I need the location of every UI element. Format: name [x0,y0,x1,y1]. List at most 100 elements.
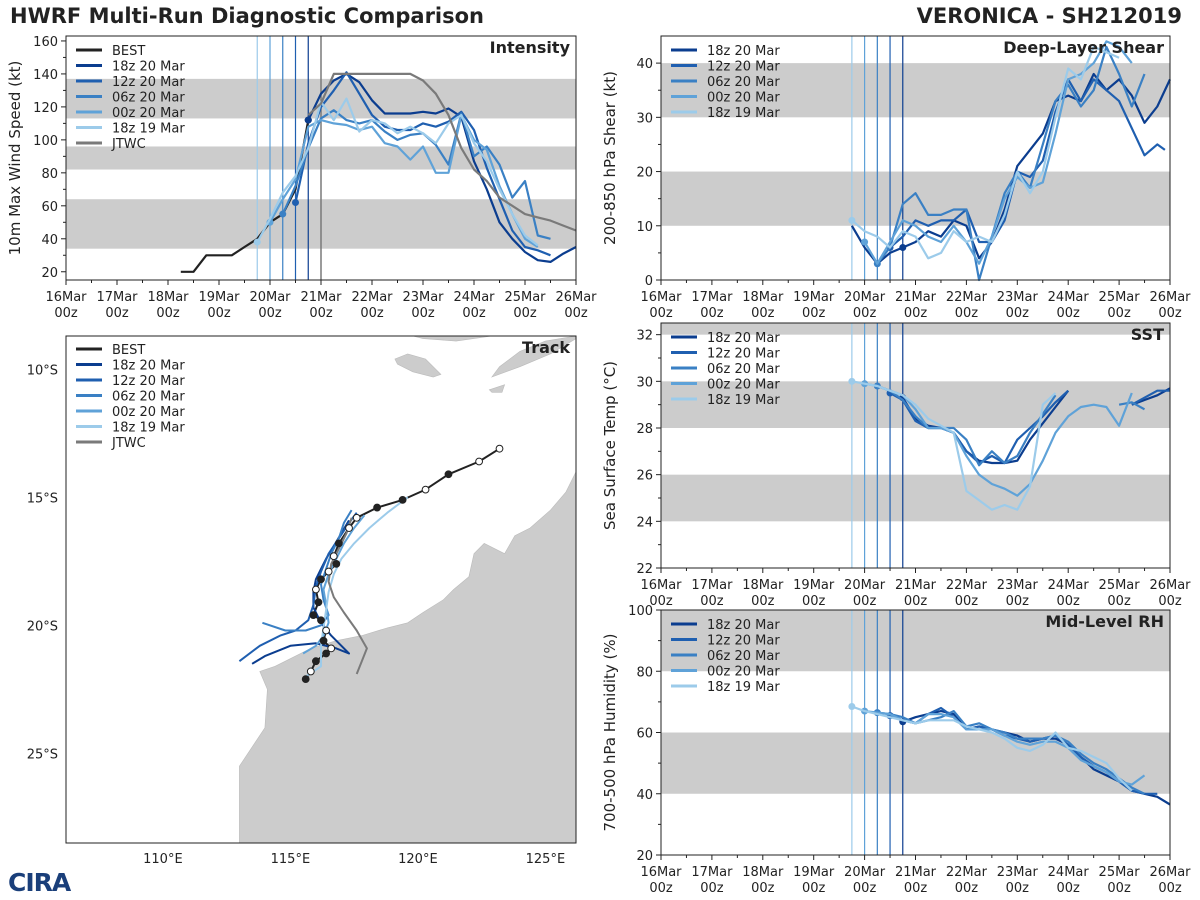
shear-panel [656,35,1171,285]
rh-xtick-label: 24Mar [1048,865,1090,880]
shear-init-marker [899,243,907,251]
intensity-xtick-label: 23Mar [402,290,444,305]
shear-title: Deep-Layer Shear [1003,38,1164,57]
rh-band-1 [661,610,1170,672]
best-track-point [312,585,320,594]
intensity-ytick-label: 80 [41,167,58,182]
sst-title: SST [1131,325,1164,344]
sst-xtick-label: 00z [649,594,673,609]
intensity-xtick-label: 26Mar [555,290,597,305]
best-track-point [352,513,361,522]
intensity-init-marker [304,116,312,124]
intensity-title: Intensity [490,38,571,57]
sst-ytick-label: 22 [636,562,653,577]
rh-xtick-label: 22Mar [946,865,988,880]
sst-xtick-label: 00z [751,594,775,609]
best-track-point [329,552,338,561]
shear-series-00z-20-mar [863,40,1133,265]
track-frame [65,335,577,844]
shear-init-marker [861,238,869,246]
intensity-legend-label: BEST [112,44,145,59]
sst-ytick-label: 24 [636,515,653,530]
intensity-legend-label: 12z 20 Mar [112,75,185,90]
sst-ylabel: Sea Surface Temp (°C) [601,361,619,530]
cira-logo: CIRA [8,868,71,897]
track-title: Track [522,338,570,357]
intensity-xtick-label: 18Mar [147,290,189,305]
rh-xtick-label: 26Mar [1149,865,1191,880]
rh-xtick-label: 00z [904,881,928,896]
best-track-point [306,667,315,676]
rh-xtick-label: 00z [1107,881,1131,896]
shear-series-12z-20-mar [889,78,1166,249]
sst-xtick-label: 25Mar [1099,578,1141,593]
rh-ytick-label: 40 [636,788,653,803]
track-ytick-label: 15°S [27,491,58,506]
rh-ytick-label: 20 [636,849,653,864]
intensity-legend-label: 18z 19 Mar [112,122,185,137]
intensity-xtick-label: 16Mar [45,290,87,305]
intensity-ytick-label: 160 [33,35,58,50]
sst-legend-label: 00z 20 Mar [707,378,780,393]
shear-ytick-label: 0 [645,274,653,289]
rh-legend-label: 00z 20 Mar [707,665,780,680]
intensity-xtick-label: 25Mar [504,290,546,305]
shear-xtick-label: 25Mar [1099,290,1141,305]
intensity-series-jtwc [307,72,577,232]
intensity-series-best [180,119,310,273]
best-track-point [421,485,430,494]
land-roti [488,384,506,393]
best-track-point [322,626,331,635]
rh-title: Mid-Level RH [1045,612,1164,631]
best-track-point [334,539,343,548]
sst-ytick-label: 32 [636,329,653,344]
rh-xtick-label: 00z [853,881,877,896]
track-xtick-label: 120°E [398,852,438,867]
sst-legend-label: 18z 19 Mar [707,393,780,408]
rh-series-18z-19-mar [851,705,1133,792]
rh-init-marker [848,702,856,710]
track-00z-20-mar [302,514,366,655]
sst-series-18z-19-mar [851,380,1057,511]
shear-xtick-label: 22Mar [946,290,988,305]
rh-panel [656,609,1171,860]
rh-xtick-label: 00z [802,881,826,896]
track-legend-label: 18z 19 Mar [112,421,185,436]
rh-xtick-label: 00z [1158,881,1182,896]
shear-xtick-label: 00z [1057,306,1081,321]
sst-xtick-label: 00z [1158,594,1182,609]
intensity-xtick-label: 19Mar [198,290,240,305]
shear-xtick-label: 00z [955,306,979,321]
track-ytick-label: 20°S [27,619,58,634]
shear-ytick-label: 40 [636,57,653,72]
best-track-point [312,657,320,666]
rh-xtick-label: 18Mar [742,865,784,880]
shear-xtick-label: 20Mar [844,290,886,305]
intensity-init-marker [279,210,287,218]
track-legend-label: 18z 20 Mar [112,359,185,374]
shear-xtick-label: 00z [649,306,673,321]
best-track-point [309,611,318,620]
intensity-xtick-label: 00z [105,306,129,321]
intensity-xtick-label: 22Mar [351,290,393,305]
shear-legend-label: 18z 19 Mar [707,106,780,121]
rh-legend-label: 12z 20 Mar [707,634,780,649]
rh-xtick-label: 00z [1057,881,1081,896]
sst-xtick-label: 23Mar [997,578,1039,593]
best-track-point [324,567,333,576]
sst-legend-label: 12z 20 Mar [707,347,780,362]
sst-xtick-label: 17Mar [691,578,733,593]
track-ytick-label: 25°S [27,747,58,762]
rh-xtick-label: 00z [751,881,775,896]
best-track-point [319,636,328,645]
best-track-point [301,675,310,684]
intensity-xtick-label: 21Mar [300,290,342,305]
intensity-init-marker [253,238,261,246]
intensity-xtick-label: 00z [462,306,486,321]
shear-legend-label: 06z 20 Mar [707,75,780,90]
sst-xtick-label: 20Mar [844,578,886,593]
intensity-legend-label: JTWC [111,137,146,152]
intensity-xtick-label: 00z [258,306,282,321]
best-track-point [495,444,504,453]
shear-xtick-label: 00z [700,306,724,321]
